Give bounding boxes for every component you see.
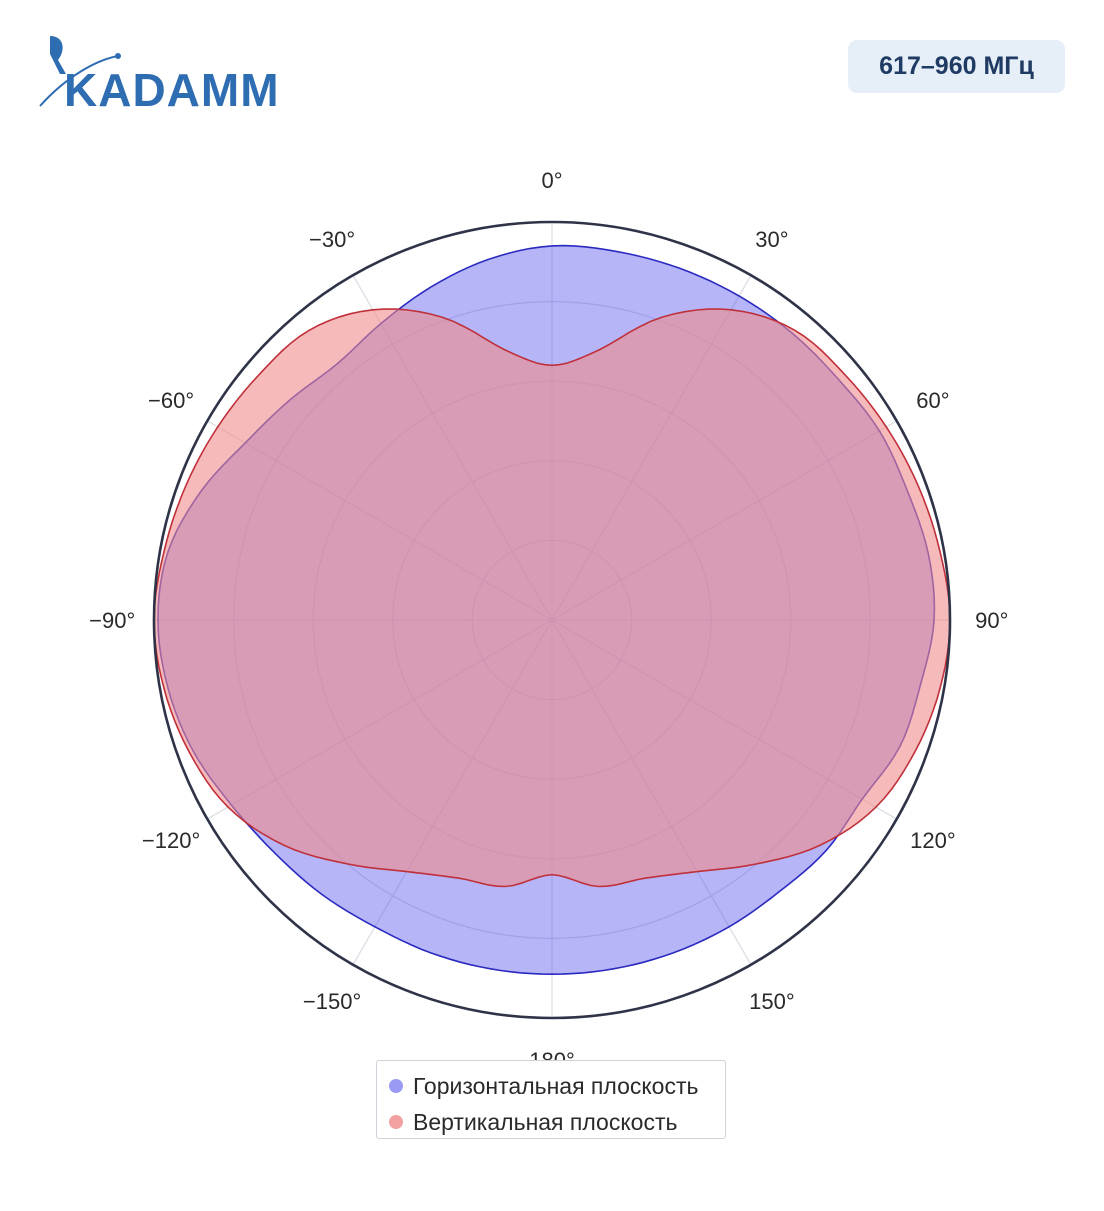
series-vertical-area — [153, 308, 951, 888]
polar-radiation-chart: 0° 30° 60° 90° 120° 150° 180° −150° −120° −90° −60… — [89, 168, 1008, 1060]
logo-dot — [115, 53, 121, 59]
angular-tick-label: −90° — [89, 608, 135, 633]
angular-tick-label: −120° — [142, 828, 200, 853]
angular-tick-label: −150° — [303, 989, 361, 1014]
angular-tick-label: −30° — [309, 227, 355, 252]
legend: Горизонтальная плоскость Вертикальная пл… — [376, 1060, 726, 1139]
angular-tick-label: 30° — [755, 227, 788, 252]
legend-label-vertical: Вертикальная плоскость — [413, 1108, 678, 1135]
angular-tick-label: 90° — [975, 608, 1008, 633]
polar-series — [153, 244, 951, 976]
angular-tick-label: −60° — [148, 388, 194, 413]
legend-item-vertical[interactable]: Вертикальная плоскость — [377, 1104, 725, 1140]
legend-item-horizontal[interactable]: Горизонтальная плоскость — [377, 1068, 725, 1104]
legend-label-horizontal: Горизонтальная плоскость — [413, 1072, 699, 1099]
angular-tick-label: 180° — [529, 1048, 575, 1060]
outer-ring — [152, 220, 952, 1020]
logo-mark — [50, 36, 66, 74]
angular-tick-label: 60° — [916, 388, 949, 413]
legend-swatch-horizontal — [389, 1079, 403, 1093]
kadamm-logo: KADAMM — [39, 36, 280, 114]
frequency-badge: 617–960 МГц — [848, 40, 1065, 93]
logo-swoosh — [39, 55, 119, 107]
polar-frame — [152, 220, 952, 1020]
logo-text: KADAMM — [64, 64, 280, 114]
angular-tick-label: 150° — [749, 989, 795, 1014]
angular-tick-label: 120° — [910, 828, 956, 853]
legend-swatch-vertical — [389, 1115, 403, 1129]
angular-tick-labels: 0° 30° 60° 90° 120° 150° 180° −150° −120° −90° −60… — [89, 168, 1008, 1060]
angular-tick-label: 0° — [541, 168, 562, 193]
